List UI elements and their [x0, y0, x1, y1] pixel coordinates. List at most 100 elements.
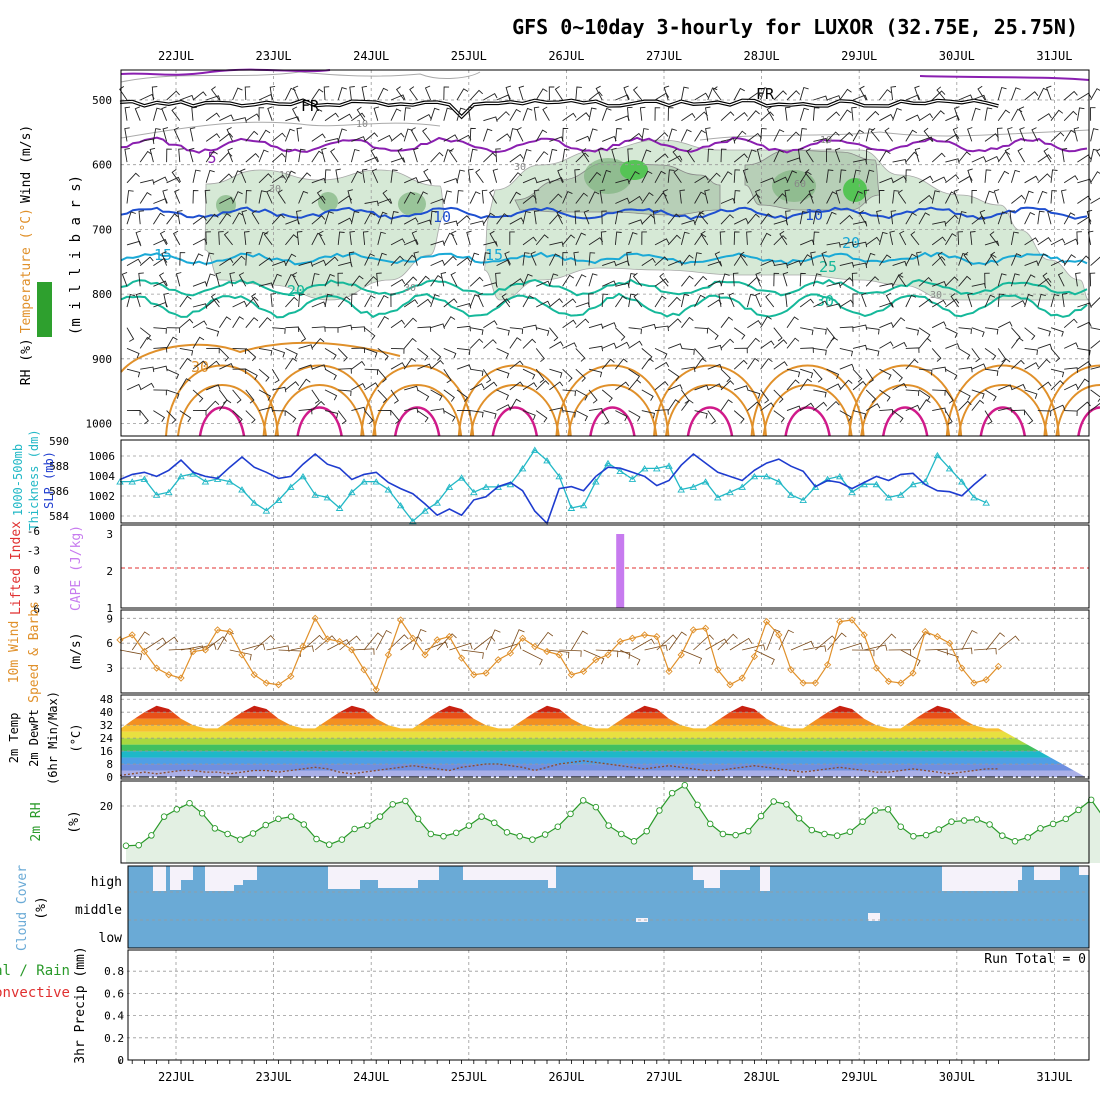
wind10-point — [604, 651, 612, 659]
wind-barb — [1037, 410, 1052, 417]
wind-barb — [139, 191, 152, 204]
wind-barb — [509, 172, 523, 184]
thickness-point — [775, 478, 783, 485]
wind-barb — [1077, 195, 1092, 204]
wind-barb — [892, 317, 906, 328]
wind-barb — [734, 217, 749, 225]
wind-barb — [839, 299, 854, 308]
wind10-ylabel-part: (m/s) — [69, 632, 84, 671]
wind-barb — [1090, 88, 1100, 101]
rh2m-point — [313, 835, 320, 843]
wind-barb — [535, 129, 548, 142]
wind-barb — [588, 128, 598, 142]
wind-barb — [192, 360, 207, 370]
wind10-barb — [851, 649, 875, 657]
wind-barb — [174, 189, 181, 204]
wind-barb — [694, 357, 707, 370]
wind-barb — [161, 251, 168, 266]
wind-barb — [443, 86, 450, 101]
wind-barb — [773, 361, 788, 370]
wind-barb — [522, 149, 532, 163]
wind-barb — [1018, 106, 1026, 121]
wind10-barb — [900, 649, 921, 667]
contour-label: 15 — [154, 246, 172, 264]
wind-barb — [430, 389, 443, 401]
rh2m-point — [770, 798, 777, 805]
wind-barb — [852, 293, 858, 308]
wind-barb — [997, 348, 1007, 363]
wind-barb — [361, 168, 368, 183]
wind-barb — [377, 134, 393, 142]
wind-barb — [496, 133, 511, 142]
wind-barb — [443, 190, 452, 204]
wind-barb — [1037, 87, 1049, 101]
wind-barb — [641, 231, 647, 245]
wind-barb — [548, 86, 555, 101]
wind-barb — [575, 112, 590, 122]
thickness-point — [421, 507, 429, 514]
wind-barb — [993, 189, 1000, 204]
wind-barb — [852, 158, 868, 165]
wind-barb — [681, 316, 694, 328]
wind-barb — [779, 230, 788, 246]
wind-barb — [390, 169, 398, 183]
wind-barb — [149, 147, 156, 163]
wind-barb — [575, 302, 591, 308]
date-label-top: 22JUL — [158, 49, 194, 63]
rh-shade — [843, 178, 867, 202]
wind-barb — [1060, 189, 1067, 204]
rh2m-point — [922, 831, 930, 839]
wind-barb — [800, 368, 814, 379]
wind-barb — [161, 106, 168, 121]
wind-barb — [879, 389, 891, 402]
wind-barb — [918, 136, 934, 142]
wind10-barb — [766, 628, 781, 651]
wind-barb — [423, 168, 431, 184]
wind-barb — [773, 327, 783, 342]
wind-barb — [166, 148, 172, 163]
wind-barb — [430, 151, 444, 163]
wind-barb — [905, 169, 912, 183]
wind10-barb — [668, 631, 687, 651]
wind-barb — [679, 189, 685, 204]
wind-barb — [755, 292, 762, 308]
wind10-point — [311, 614, 319, 622]
wind-barb — [549, 381, 564, 391]
wind-barb — [799, 378, 812, 391]
isotherm-35c — [567, 384, 658, 437]
thickness-point — [933, 451, 942, 459]
wind10-point — [701, 624, 710, 632]
wind-barb — [1037, 113, 1052, 122]
wind-barb — [667, 234, 681, 246]
wind-barb — [654, 278, 669, 287]
wind-barb — [549, 193, 563, 204]
wind-barb — [166, 213, 179, 225]
wind-barb — [786, 405, 802, 412]
wind-barb — [153, 238, 168, 246]
wind-barb — [1090, 366, 1100, 370]
thickness-point — [531, 446, 539, 453]
wind-barb — [878, 231, 888, 246]
wind-barb — [522, 368, 536, 380]
wind-barb — [932, 176, 947, 184]
wind-barb — [786, 90, 801, 101]
wind10-point — [177, 674, 185, 682]
wind-barb — [258, 257, 273, 266]
wind-barb — [1061, 293, 1068, 308]
wind-barb — [535, 151, 549, 163]
wind-barb — [271, 132, 286, 142]
wind-barb — [285, 357, 298, 370]
wind-barb — [1037, 277, 1052, 287]
wind-barb — [422, 127, 431, 142]
wind-barb — [443, 316, 456, 328]
rh2m-point — [986, 821, 993, 828]
wind-barb — [417, 348, 429, 361]
wind-barb — [632, 86, 643, 101]
wind-barb — [562, 342, 577, 349]
wind-barb — [173, 127, 181, 142]
wind10-point — [909, 669, 917, 677]
wind-barb — [707, 410, 717, 425]
wind-barb — [786, 337, 800, 349]
wind-barb — [734, 385, 749, 391]
wind-barb — [1024, 190, 1034, 204]
